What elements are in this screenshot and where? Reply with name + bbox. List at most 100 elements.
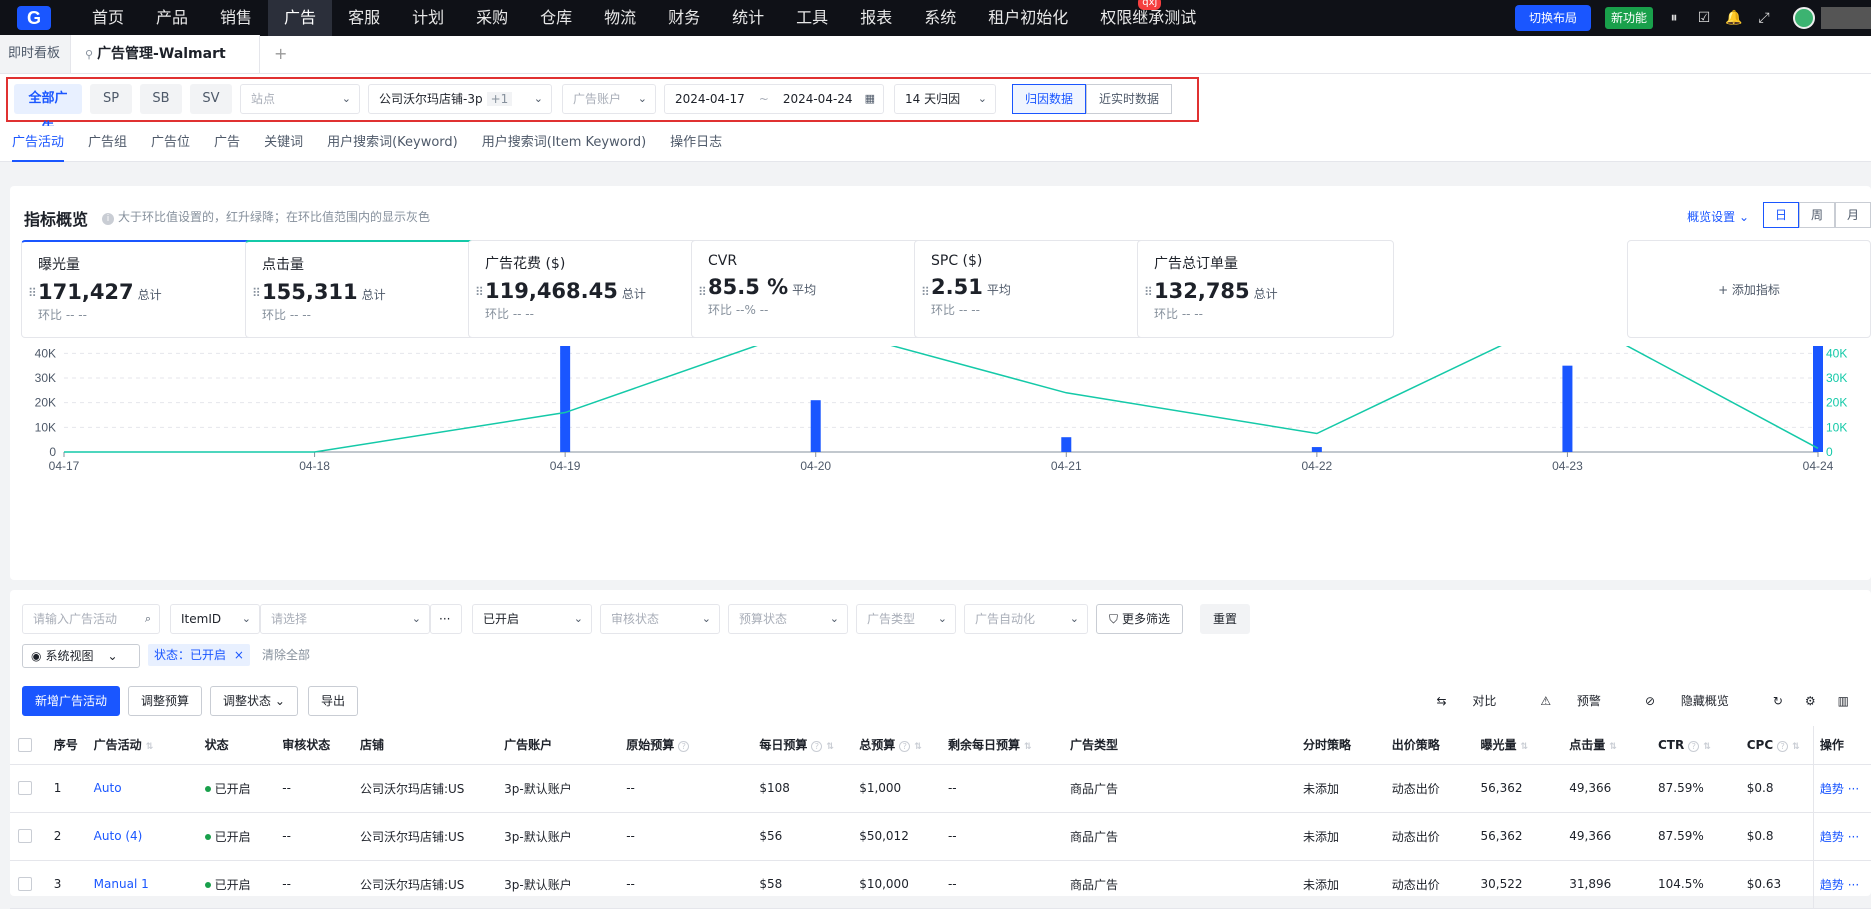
subtab-7[interactable]: 操作日志 (670, 135, 723, 150)
row-checkbox[interactable] (18, 829, 32, 844)
nav-item-11[interactable]: 工具 (796, 8, 829, 27)
avatar[interactable] (1793, 7, 1815, 29)
subtab-3[interactable]: 广告 (214, 135, 241, 150)
nav-item-5[interactable]: 计划 (412, 8, 445, 27)
period-week-button[interactable]: 周 (1799, 202, 1835, 228)
help-icon[interactable]: ? (811, 741, 823, 753)
realtime-data-button[interactable]: 近实时数据 (1086, 84, 1173, 114)
help-icon[interactable]: ? (899, 741, 911, 753)
adjust-status-button[interactable]: 调整状态 ⌄ (210, 686, 298, 716)
store-select[interactable]: 公司沃尔玛店铺-3p +1 ⌄ (368, 84, 552, 114)
ad-account-select[interactable]: 广告账户 ⌄ (562, 84, 656, 114)
trend-link[interactable]: 趋势 (1819, 829, 1844, 844)
sort-icon[interactable]: ⇅ (1023, 742, 1032, 753)
chip-sp[interactable]: SP (90, 84, 132, 114)
sort-icon[interactable]: ⇅ (826, 742, 834, 753)
fullscreen-icon[interactable]: ⤢ (1758, 10, 1770, 26)
metric-card[interactable]: ⠿ 点击量 155,311 总计 环比 -- -- (245, 240, 502, 338)
new-feature-button[interactable]: 新功能 (1604, 7, 1653, 29)
column-header[interactable]: 广告活动 ⇅ (87, 726, 199, 765)
metric-card[interactable]: ⠿ 曝光量 171,427 总计 环比 -- -- (21, 240, 278, 338)
column-header[interactable]: CTR? ⇅ (1652, 726, 1741, 765)
nav-item-14[interactable]: 租户初始化 (988, 8, 1069, 27)
drag-handle-icon[interactable]: ⠿ (698, 285, 707, 299)
column-header[interactable]: 总预算? ⇅ (853, 726, 942, 765)
nav-item-1[interactable]: 产品 (156, 8, 189, 27)
period-month-button[interactable]: 月 (1835, 202, 1871, 228)
more-filters-button[interactable]: ⛉ 更多筛选 (1096, 604, 1184, 634)
app-logo[interactable]: G (10, 0, 58, 36)
pause-icon[interactable]: ⏸ (1670, 10, 1678, 26)
nav-item-15[interactable]: 权限继承测试 qxj (1084, 0, 1212, 36)
user-name-block[interactable] (1821, 7, 1871, 29)
drag-handle-icon[interactable]: ⠿ (475, 285, 484, 299)
ad-type-select[interactable]: 广告类型 ⌄ (856, 604, 956, 634)
ad-automation-select[interactable]: 广告自动化 ⌄ (964, 604, 1088, 634)
chip-sv[interactable]: SV (190, 84, 232, 114)
column-header[interactable]: CPC? ⇅ (1740, 726, 1814, 765)
trend-link[interactable]: 趋势 (1819, 781, 1844, 796)
drag-handle-icon[interactable]: ⠿ (921, 285, 930, 299)
nav-item-4[interactable]: 客服 (348, 8, 381, 27)
nav-item-13[interactable]: 系统 (924, 8, 957, 27)
switch-layout-button[interactable]: 切换布局 (1514, 5, 1591, 31)
site-select[interactable]: 站点 ⌄ (240, 84, 360, 114)
metric-card[interactable]: ⠿ 广告花费 ($) 119,468.45 总计 环比 -- -- (468, 240, 725, 338)
campaign-name-link[interactable]: Manual 1 (93, 877, 149, 891)
nav-item-3[interactable]: 广告 (268, 0, 333, 36)
adjust-budget-button[interactable]: 调整预算 (128, 686, 203, 716)
row-checkbox[interactable] (18, 877, 32, 892)
attribution-select[interactable]: 14 天归因 ⌄ (894, 84, 996, 114)
drag-handle-icon[interactable]: ⠿ (28, 286, 37, 300)
hide-overview-button[interactable]: ⊘ 隐藏概览 (1645, 686, 1751, 716)
period-day-button[interactable]: 日 (1763, 202, 1799, 228)
column-header[interactable]: 点击量 ⇅ (1563, 726, 1652, 765)
item-id-select[interactable]: 请选择 ⌄ (260, 604, 430, 634)
nav-item-0[interactable]: 首页 (92, 8, 125, 27)
sort-icon[interactable]: ⇅ (1703, 741, 1711, 752)
drag-handle-icon[interactable]: ⠿ (1144, 285, 1153, 299)
gear-icon[interactable]: ⚙ (1804, 694, 1816, 708)
sort-icon[interactable]: ⇅ (1609, 742, 1617, 753)
metric-card[interactable]: ⠿ 广告总订单量 132,785 总计 环比 -- -- (1137, 240, 1394, 338)
tab-dashboard[interactable]: 即时看板 (0, 35, 70, 73)
subtab-6[interactable]: 用户搜索词(Item Keyword) (481, 135, 647, 150)
clear-all-link[interactable]: 清除全部 (262, 648, 311, 662)
row-checkbox[interactable] (18, 781, 32, 796)
sort-icon[interactable]: ⇅ (145, 742, 154, 753)
sort-icon[interactable]: ⇅ (1792, 741, 1800, 752)
column-header[interactable]: 剩余每日预算 ⇅ (941, 726, 1064, 765)
chip-all-ads[interactable]: 全部广告 (14, 84, 82, 136)
campaign-name-link[interactable]: Auto (93, 781, 122, 795)
review-status-select[interactable]: 审核状态 ⌄ (600, 604, 720, 634)
columns-icon[interactable]: ▥ (1837, 694, 1849, 708)
column-header[interactable]: 每日预算? ⇅ (753, 726, 854, 765)
nav-item-2[interactable]: 销售 (220, 8, 253, 27)
sort-icon[interactable]: ⇅ (914, 742, 922, 753)
nav-item-9[interactable]: 财务 (668, 8, 701, 27)
subtab-4[interactable]: 关键词 (264, 135, 304, 150)
drag-handle-icon[interactable]: ⠿ (252, 286, 261, 300)
date-range-picker[interactable]: 2024-04-17 ~2024-04-24 ▦ (664, 84, 884, 114)
campaign-search-input[interactable]: 请输入广告活动 ⌕ (22, 604, 160, 634)
chip-sb[interactable]: SB (140, 84, 182, 114)
export-button[interactable]: 导出 (308, 686, 359, 716)
tab-ad-management[interactable]: ⚲ 广告管理-Walmart (70, 35, 260, 73)
help-icon[interactable]: ? (678, 741, 690, 753)
system-view-select[interactable]: ◉ 系统视图 ⌄ (22, 644, 140, 668)
column-header[interactable]: 曝光量 ⇅ (1474, 726, 1564, 765)
select-all-checkbox[interactable] (18, 738, 32, 752)
attribution-data-button[interactable]: 归因数据 (1012, 84, 1087, 114)
refresh-icon[interactable]: ↻ (1772, 694, 1783, 708)
status-select[interactable]: 已开启 ⌄ (472, 604, 592, 634)
table-row[interactable]: 1 Auto 已开启 -- 公司沃尔玛店铺:US 3p-默认账户 -- $108 $1,000 -… (10, 764, 1871, 813)
metric-card[interactable]: ⠿ CVR 85.5 % 平均 环比 --% -- (691, 240, 948, 338)
bell-icon[interactable]: 🔔 (1725, 10, 1743, 26)
subtab-1[interactable]: 广告组 (88, 135, 128, 150)
help-icon[interactable]: ? (1688, 740, 1700, 752)
more-icon[interactable]: ··· (1847, 829, 1860, 844)
subtab-5[interactable]: 用户搜索词(Keyword) (327, 135, 458, 150)
trend-link[interactable]: 趋势 (1819, 877, 1844, 892)
alert-button[interactable]: ⚠ 预警 (1540, 686, 1623, 716)
id-type-select[interactable]: ItemID ⌄ (170, 604, 260, 634)
